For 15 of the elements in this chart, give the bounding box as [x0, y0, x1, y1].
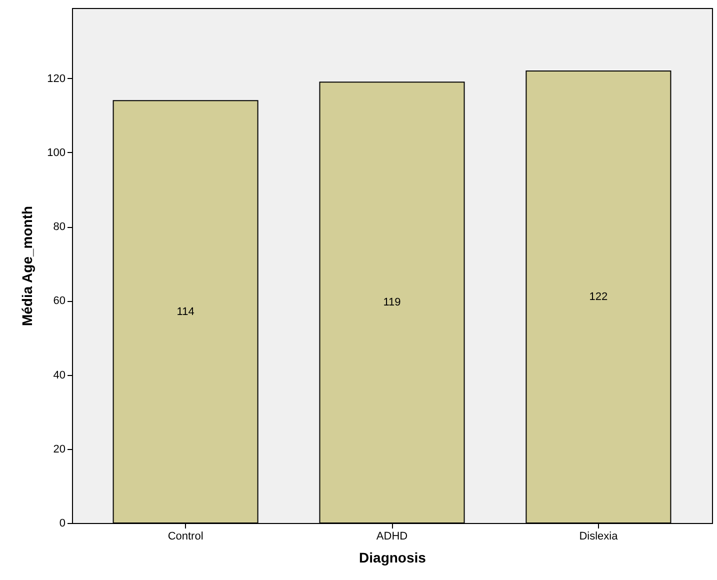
x-axis-title: Diagnosis [359, 550, 426, 566]
x-tick-label: Control [168, 530, 204, 542]
data-label: 119 [383, 296, 401, 309]
y-tick-label: 20 [53, 443, 66, 456]
x-tick-label: ADHD [376, 530, 408, 542]
y-axis-title: Média Age_month [19, 206, 36, 326]
y-tick-label: 40 [53, 369, 66, 382]
y-tick-label: 120 [47, 72, 66, 85]
x-tick-label: Dislexia [579, 530, 619, 542]
data-label: 114 [176, 306, 194, 318]
y-tick-label: 80 [53, 221, 66, 234]
y-tick-label: 0 [59, 518, 66, 530]
data-label: 122 [589, 290, 608, 303]
y-tick-label: 100 [47, 146, 66, 159]
y-tick-label: 60 [53, 295, 66, 308]
